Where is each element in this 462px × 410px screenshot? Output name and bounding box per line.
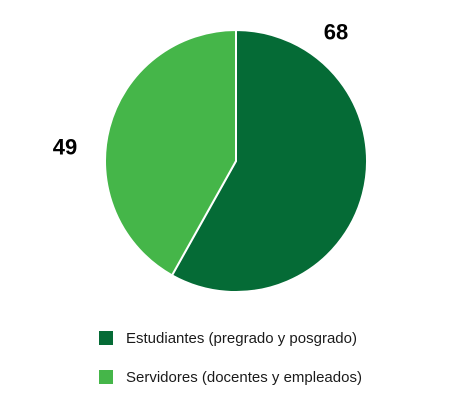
legend-item-estudiantes: Estudiantes (pregrado y posgrado) — [99, 328, 362, 348]
pie-data-labels: 68 49 — [53, 20, 348, 160]
pie-slice-servidores — [104, 29, 237, 277]
pie-slices — [104, 29, 368, 293]
data-label-estudiantes: 68 — [324, 20, 348, 45]
legend-label-servidores: Servidores (docentes y empleados) — [126, 368, 362, 386]
legend-swatch-servidores — [99, 370, 113, 384]
legend: Estudiantes (pregrado y posgrado) Servid… — [99, 328, 362, 406]
legend-swatch-estudiantes — [99, 331, 113, 345]
pie-slice-estudiantes — [171, 29, 368, 293]
data-label-servidores: 49 — [53, 135, 77, 160]
legend-item-servidores: Servidores (docentes y empleados) — [99, 367, 362, 387]
legend-label-estudiantes: Estudiantes (pregrado y posgrado) — [126, 329, 357, 347]
